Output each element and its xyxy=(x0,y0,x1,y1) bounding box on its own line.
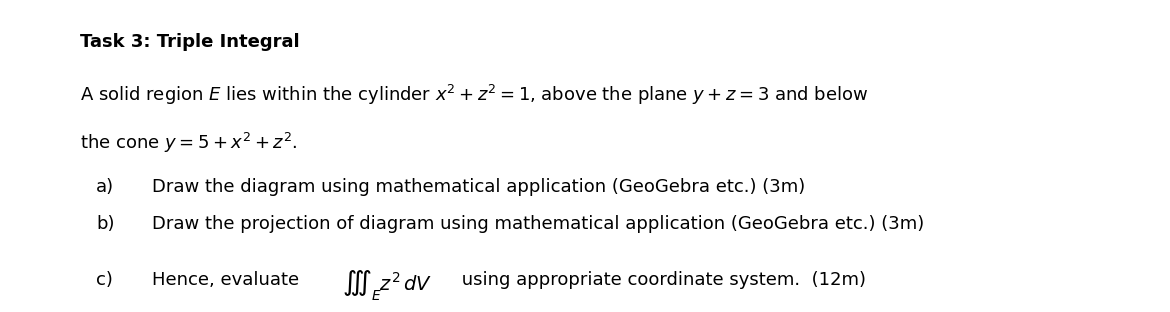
Text: $\iiint_E z^2\,dV$: $\iiint_E z^2\,dV$ xyxy=(342,268,432,303)
Text: c): c) xyxy=(96,271,112,290)
Text: the cone $y = 5 + x^2 + z^2$.: the cone $y = 5 + x^2 + z^2$. xyxy=(80,131,297,155)
Text: a): a) xyxy=(96,178,113,196)
Text: A solid region $E$ lies within the cylinder $x^2 + z^2 = 1$, above the plane $y : A solid region $E$ lies within the cylin… xyxy=(80,83,868,107)
Text: Draw the projection of diagram using mathematical application (GeoGebra etc.) (3: Draw the projection of diagram using mat… xyxy=(152,215,924,233)
Text: b): b) xyxy=(96,215,115,233)
Text: Hence, evaluate: Hence, evaluate xyxy=(152,271,305,290)
Text: Task 3: Triple Integral: Task 3: Triple Integral xyxy=(80,33,300,51)
Text: Draw the diagram using mathematical application (GeoGebra etc.) (3m): Draw the diagram using mathematical appl… xyxy=(152,178,805,196)
Text: using appropriate coordinate system.  (12m): using appropriate coordinate system. (12… xyxy=(456,271,866,290)
